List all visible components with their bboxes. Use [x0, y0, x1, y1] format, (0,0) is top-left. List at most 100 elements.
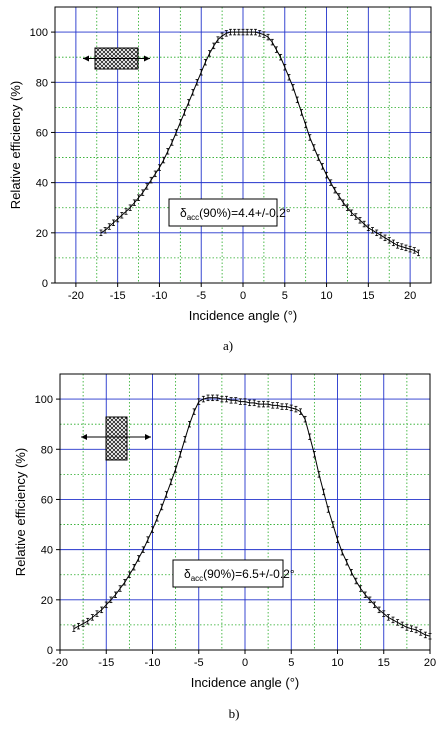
error-bar — [183, 109, 187, 116]
error-bar — [412, 247, 416, 254]
error-bar — [303, 415, 307, 423]
error-bar — [396, 619, 400, 626]
minor-grid-b — [60, 374, 430, 650]
error-bar — [178, 451, 182, 458]
error-bar — [220, 32, 224, 40]
x-tick-label: -10 — [145, 657, 161, 669]
detector-inset-a — [83, 47, 150, 70]
error-bar — [174, 466, 178, 473]
error-bar — [245, 28, 249, 36]
error-bar — [358, 217, 362, 224]
error-bar — [237, 28, 241, 36]
x-axis-label-b: Incidence angle (°) — [191, 675, 300, 690]
y-tick-label: 60 — [36, 127, 48, 139]
error-bar — [287, 74, 291, 81]
error-bar — [128, 204, 132, 211]
error-bar — [279, 53, 283, 61]
x-tick-label: -5 — [196, 290, 206, 302]
error-bar — [77, 622, 80, 630]
error-bar — [201, 395, 205, 403]
x-tick-label: -15 — [98, 657, 114, 669]
error-bar — [291, 84, 295, 91]
error-bar — [283, 64, 287, 71]
y-tick-label: 100 — [30, 27, 48, 39]
error-bar — [114, 591, 117, 598]
error-bar — [337, 193, 341, 200]
error-bar — [354, 577, 358, 585]
error-bar — [86, 617, 90, 625]
error-bar — [423, 631, 427, 639]
x-tick-label: 5 — [282, 290, 288, 302]
x-tick-label: -20 — [52, 657, 68, 669]
detector-inset-b — [81, 416, 151, 461]
error-bar — [416, 249, 420, 257]
y-tick-label: 100 — [35, 394, 53, 406]
y-tick-label: 40 — [41, 545, 53, 557]
error-bar — [178, 119, 182, 126]
error-bar — [151, 526, 154, 533]
error-bar — [146, 536, 150, 543]
error-bar — [295, 96, 299, 104]
error-bar — [155, 515, 159, 522]
x-tick-label: 0 — [240, 290, 246, 302]
error-bar — [183, 436, 187, 443]
error-bar — [174, 129, 178, 136]
error-bar — [350, 209, 354, 216]
panel-label-b: b) — [229, 706, 240, 721]
error-bar — [197, 398, 201, 405]
error-bar — [137, 194, 141, 201]
error-bar — [229, 397, 233, 404]
error-bar — [199, 69, 203, 76]
error-bar — [289, 404, 293, 412]
error-bar — [285, 403, 289, 410]
error-bar — [216, 36, 220, 43]
error-bar — [215, 394, 219, 402]
x-tick-label: -15 — [110, 290, 126, 302]
error-bar — [280, 403, 284, 410]
error-bar — [103, 227, 107, 234]
error-bar — [336, 536, 339, 543]
y-tick-label: 0 — [42, 278, 48, 290]
error-bar — [377, 606, 381, 614]
error-bar — [203, 59, 207, 66]
error-bar — [243, 398, 247, 405]
error-bar — [166, 148, 170, 155]
error-bar — [391, 616, 395, 624]
error-bar — [225, 395, 228, 403]
error-bar — [157, 164, 161, 171]
error-bar — [271, 402, 275, 409]
error-bar — [322, 488, 326, 496]
acceptance-annotation: δacc(90%)=4.4+/-0.2° — [180, 206, 291, 222]
y-tick-label: 80 — [36, 77, 48, 89]
error-bar — [100, 606, 104, 614]
error-bar — [141, 189, 145, 196]
x-tick-label: 10 — [331, 657, 343, 669]
error-bar — [371, 227, 375, 234]
series-line-b — [73, 397, 431, 637]
error-bar — [316, 154, 320, 161]
error-bar — [238, 398, 242, 405]
error-bar — [107, 223, 111, 230]
error-bar — [304, 121, 308, 129]
error-bars-a — [99, 28, 420, 257]
error-bar — [149, 176, 153, 184]
x-tick-label: 15 — [378, 657, 390, 669]
detector-block-icon — [105, 416, 128, 461]
error-bar — [104, 601, 108, 609]
error-bar — [375, 229, 379, 237]
error-bar — [132, 199, 136, 206]
error-bar — [405, 624, 409, 631]
error-bar — [252, 399, 256, 407]
error-bar — [391, 239, 395, 247]
error-bar — [258, 30, 262, 37]
x-tick-label: -5 — [194, 657, 204, 669]
error-bar — [220, 395, 224, 403]
error-bar — [400, 621, 404, 629]
error-bar — [414, 626, 418, 634]
error-bar — [275, 402, 279, 409]
error-bar — [326, 506, 330, 513]
x-tick-label: 10 — [320, 290, 332, 302]
error-bar — [254, 28, 258, 36]
chart-a: -20 -15 -10 -5 0 5 10 15 20 0 20 40 60 80 100 Inciden… — [8, 6, 432, 353]
error-bar — [262, 400, 265, 408]
